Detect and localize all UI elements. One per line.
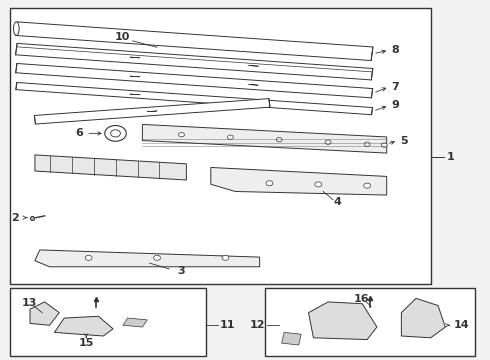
Text: 1: 1 — [446, 152, 454, 162]
Ellipse shape — [14, 22, 19, 36]
Circle shape — [266, 181, 273, 186]
Circle shape — [105, 126, 126, 141]
Bar — [10, 8, 431, 284]
Text: 10: 10 — [115, 32, 130, 42]
Text: 11: 11 — [220, 320, 235, 330]
Polygon shape — [401, 298, 445, 338]
Polygon shape — [35, 155, 186, 180]
Polygon shape — [309, 302, 377, 339]
Polygon shape — [130, 57, 140, 58]
Text: 16: 16 — [353, 294, 369, 304]
Polygon shape — [143, 125, 387, 153]
Polygon shape — [16, 44, 373, 80]
Circle shape — [325, 140, 331, 144]
Polygon shape — [130, 94, 140, 95]
Circle shape — [178, 132, 184, 137]
Text: 15: 15 — [78, 338, 94, 348]
Text: 8: 8 — [392, 45, 399, 55]
Polygon shape — [282, 332, 301, 345]
Polygon shape — [16, 82, 372, 115]
Circle shape — [315, 182, 322, 187]
Polygon shape — [34, 99, 270, 124]
Polygon shape — [30, 302, 59, 325]
Circle shape — [364, 183, 370, 188]
Polygon shape — [54, 316, 113, 336]
Text: 4: 4 — [334, 197, 342, 207]
Text: 13: 13 — [22, 298, 37, 308]
Polygon shape — [123, 318, 147, 327]
Text: 6: 6 — [75, 129, 83, 138]
Circle shape — [85, 255, 92, 260]
Polygon shape — [147, 111, 157, 112]
Polygon shape — [211, 167, 387, 195]
Circle shape — [276, 138, 282, 142]
Circle shape — [364, 142, 370, 147]
Polygon shape — [248, 102, 258, 103]
Text: 7: 7 — [392, 82, 399, 92]
Polygon shape — [16, 63, 373, 98]
Circle shape — [227, 135, 233, 139]
Bar — [10, 288, 206, 356]
Text: 14: 14 — [454, 320, 470, 330]
Circle shape — [154, 255, 160, 260]
Text: 2: 2 — [11, 213, 19, 222]
Polygon shape — [35, 250, 260, 267]
Circle shape — [381, 143, 387, 147]
Bar — [265, 288, 475, 356]
Polygon shape — [130, 76, 140, 77]
Text: 5: 5 — [400, 136, 408, 145]
Circle shape — [111, 130, 121, 137]
Polygon shape — [16, 22, 373, 60]
Text: 3: 3 — [178, 266, 185, 276]
Circle shape — [222, 255, 229, 260]
Text: 9: 9 — [392, 100, 399, 111]
Text: 12: 12 — [250, 320, 266, 330]
